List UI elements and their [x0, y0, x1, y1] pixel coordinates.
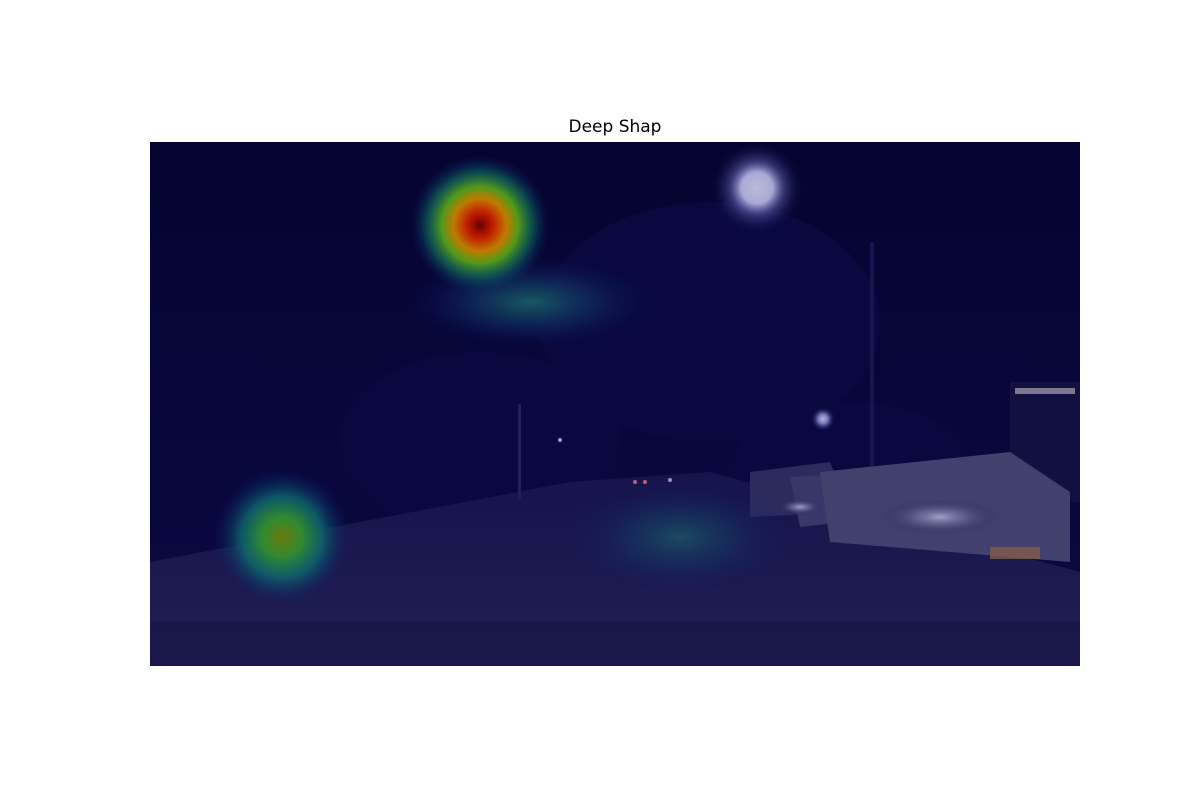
figure-title: Deep Shap	[568, 117, 662, 137]
dashboard	[150, 622, 1080, 666]
light-pole	[870, 242, 874, 502]
distant-pole	[518, 404, 521, 499]
building-lights	[1015, 388, 1075, 394]
distant-lamp	[811, 407, 835, 431]
hotspot-road	[570, 482, 790, 592]
hotspot-secondary	[214, 469, 350, 605]
distant-lights	[558, 438, 672, 484]
parked-cars	[750, 452, 1070, 562]
scene-svg	[150, 142, 1080, 666]
street-lamp	[712, 143, 802, 233]
hotspot-primary	[410, 155, 550, 295]
heatmap-image	[150, 142, 1080, 666]
